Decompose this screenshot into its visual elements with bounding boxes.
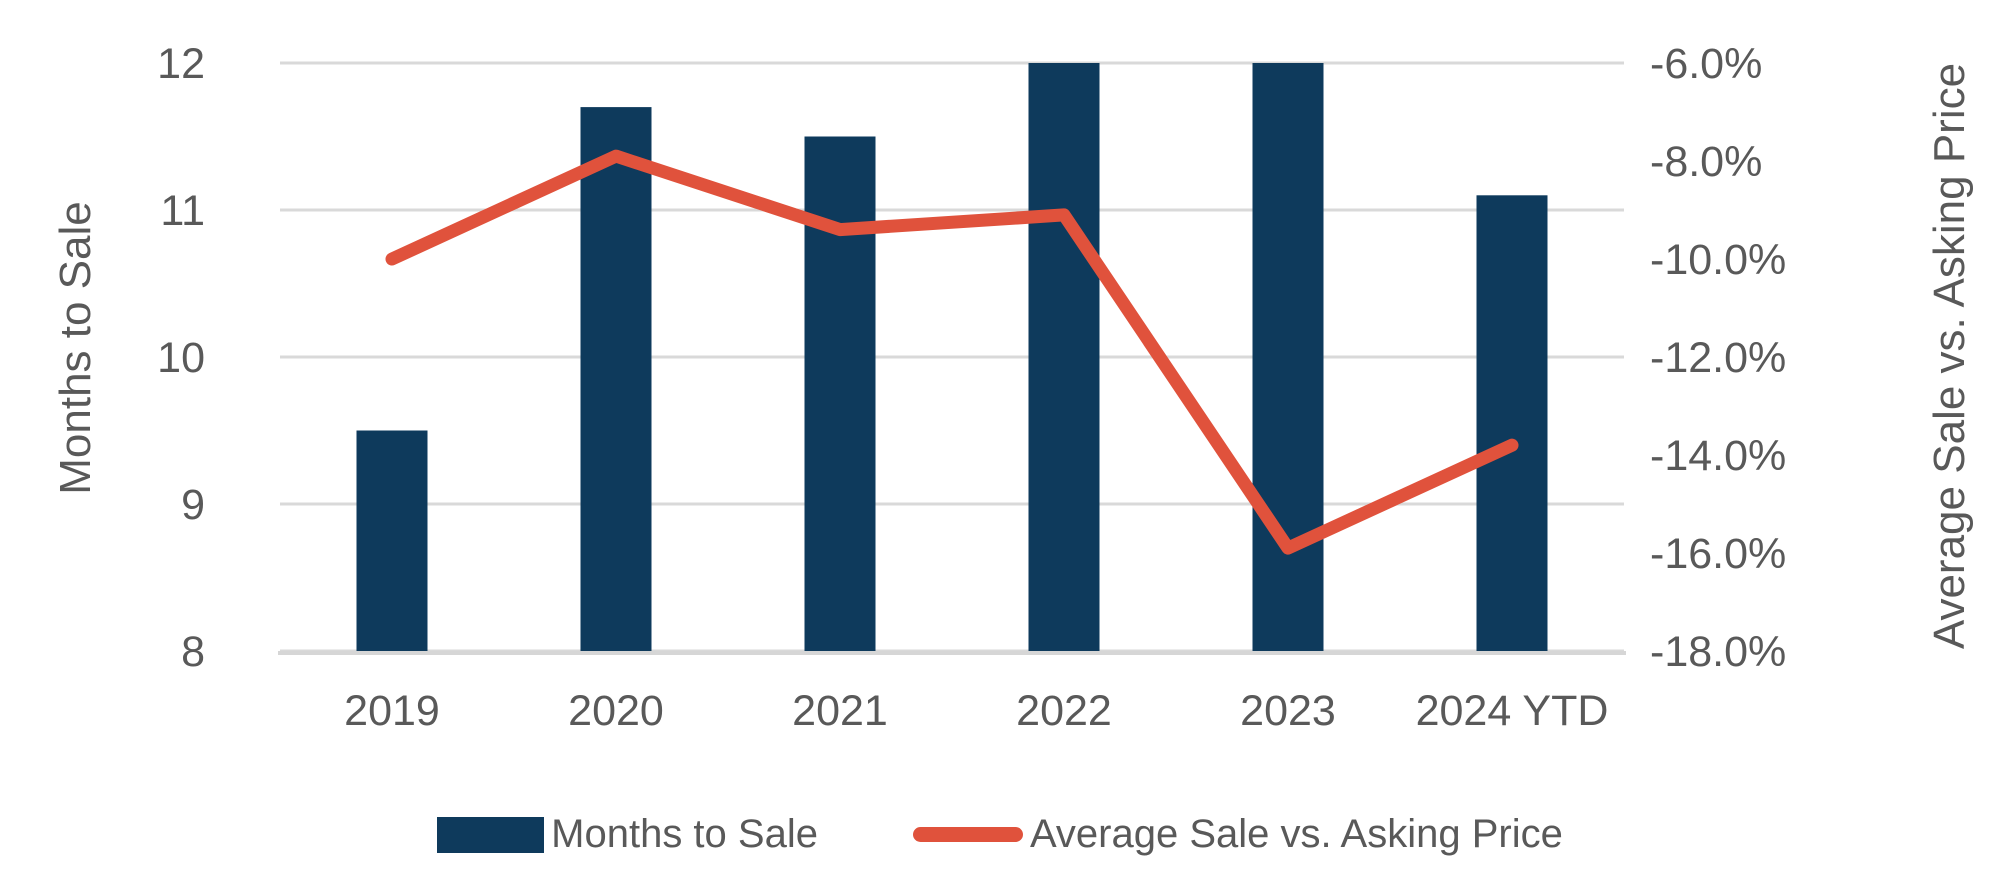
legend-item-line-series: Average Sale vs. Asking Price [912,812,1563,857]
right-axis-tick-label: -14.0% [1650,432,1786,480]
x-axis-tick-label: 2022 [1016,687,1112,735]
legend-item-bar-series: Months to Sale [437,812,818,857]
right-axis-tick-label: -16.0% [1650,530,1786,578]
right-axis-tick-label: -10.0% [1650,236,1786,284]
left-axis-tick-label: 10 [157,334,205,382]
x-axis-tick-label: 2023 [1240,687,1336,735]
legend: Months to Sale Average Sale vs. Asking P… [0,812,2000,857]
bar-2020 [580,107,652,652]
bar-series-swatch [437,816,545,853]
left-axis-title: Months to Sale [51,201,100,495]
bar-2023 [1252,63,1324,651]
legend-label: Months to Sale [551,812,818,856]
right-axis-tick-label: -12.0% [1650,334,1786,382]
x-axis-tick-label: 2019 [344,687,440,735]
left-axis-tick-label: 11 [160,187,205,235]
right-axis-tick-label: -18.0% [1650,628,1786,676]
x-axis-tick-label: 2020 [568,687,664,735]
bar-2021 [804,136,876,651]
right-axis-title: Average Sale vs. Asking Price [1925,62,1974,650]
x-axis-tick-label: 2021 [792,687,888,735]
line-series-swatch [912,827,1023,842]
bar-2019 [356,430,428,651]
left-axis-tick-label: 8 [181,628,205,676]
right-axis-tick-label: -6.0% [1650,40,1762,88]
bar-2024 YTD [1476,195,1548,652]
line-series [385,149,1519,555]
left-axis-tick-label: 12 [157,40,205,88]
left-axis-tick-label: 9 [181,481,205,529]
bar-2022 [1028,63,1100,651]
legend-label: Average Sale vs. Asking Price [1029,812,1563,856]
x-axis-tick-label: 2024 YTD [1416,687,1609,735]
right-axis-tick-label: -8.0% [1650,138,1762,186]
